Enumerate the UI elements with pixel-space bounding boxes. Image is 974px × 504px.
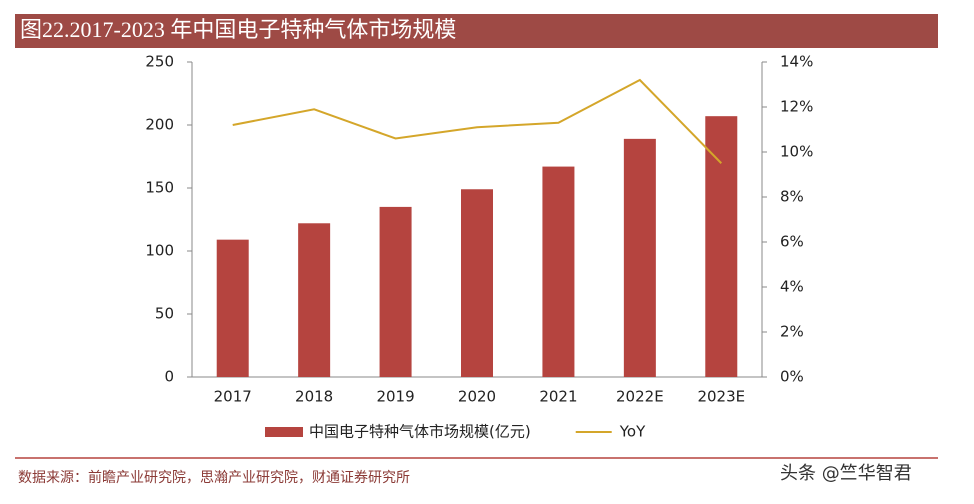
source-note: 数据来源：前瞻产业研究院，思瀚产业研究院，财通证券研究所	[18, 469, 410, 486]
x-tick-label: 2017	[214, 388, 252, 406]
y2-tick-label: 2%	[780, 323, 804, 341]
y2-tick-label: 14%	[780, 53, 813, 71]
y2-tick-label: 12%	[780, 98, 813, 116]
y-tick-label: 250	[145, 53, 174, 71]
y2-tick-label: 0%	[780, 368, 804, 386]
legend-label: YoY	[619, 423, 646, 441]
watermark: 头条 @竺华智君	[780, 463, 912, 484]
y-tick-label: 150	[145, 179, 174, 197]
bar	[461, 189, 493, 377]
x-tick-label: 2020	[458, 388, 496, 406]
x-tick-label: 2018	[295, 388, 333, 406]
y-tick-label: 100	[145, 242, 174, 260]
y-tick-label: 50	[155, 305, 174, 323]
bar	[705, 116, 738, 378]
x-tick-label: 2021	[539, 388, 577, 406]
y2-tick-label: 10%	[780, 143, 813, 161]
title-bar	[15, 14, 938, 48]
bar	[216, 239, 249, 377]
line	[232, 78, 723, 164]
y-tick-label: 0	[164, 368, 174, 386]
bar	[298, 223, 331, 377]
y2-tick-label: 4%	[780, 278, 804, 296]
x-tick-label: 2023E	[697, 388, 745, 406]
legend-label: 中国电子特种气体市场规模(亿元)	[309, 423, 531, 441]
chart-title: 图22.2017-2023 年中国电子特种气体市场规模	[20, 17, 456, 42]
bar	[542, 166, 575, 377]
y2-tick-label: 8%	[780, 188, 804, 206]
bar	[623, 138, 656, 377]
bar	[379, 206, 412, 377]
legend-swatch	[265, 427, 303, 437]
x-tick-label: 2019	[376, 388, 414, 406]
x-tick-label: 2022E	[616, 388, 664, 406]
y-tick-label: 200	[145, 116, 174, 134]
y2-tick-label: 6%	[780, 233, 804, 251]
